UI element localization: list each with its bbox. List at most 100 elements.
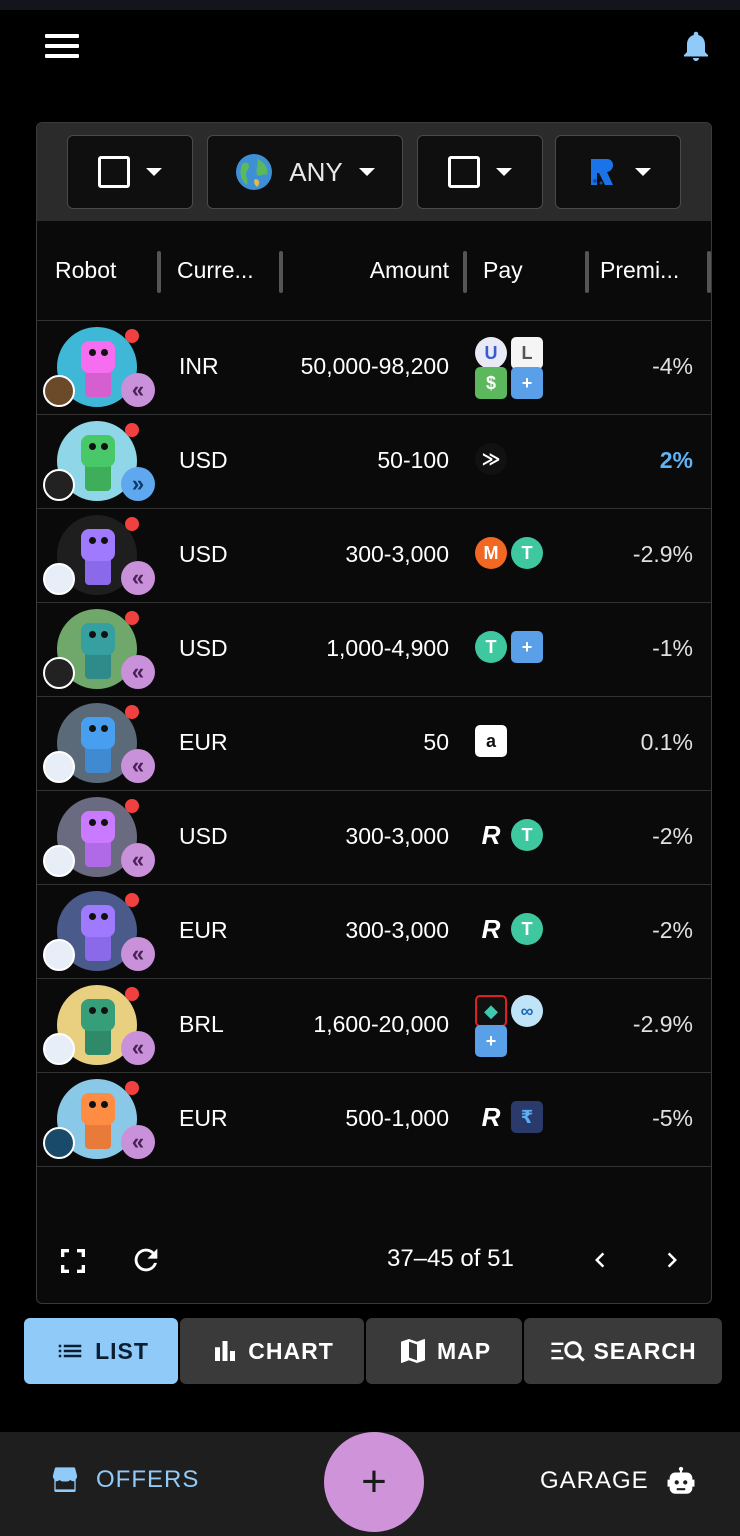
tab-list[interactable]: LIST [24,1318,178,1384]
column-header-amount[interactable]: Amount [369,257,449,283]
row-currency: EUR [179,1105,228,1131]
nav-garage[interactable]: GARAGE [540,1464,699,1498]
column-separator[interactable] [585,251,589,293]
row-payment-methods: T + [475,631,565,695]
row-premium: -5% [652,1105,693,1131]
tether-icon: T [511,913,543,945]
sell-direction-icon: « [121,843,155,877]
upi-icon: U [475,337,507,369]
table-row[interactable]: » USD 50-100 ≫ 2% [37,415,711,509]
table-row[interactable]: « EUR 50 a 0.1% [37,697,711,791]
coordinator-badge-icon [43,563,75,595]
row-amount: 300-3,000 [345,541,449,567]
table-row[interactable]: « USD 1,000-4,900 T + -1% [37,603,711,697]
column-separator[interactable] [707,251,711,293]
row-currency: BRL [179,1011,224,1037]
more-methods-icon: + [475,1025,507,1057]
robot-avatar: » [43,419,155,505]
sell-direction-icon: « [121,655,155,689]
row-currency: USD [179,635,228,661]
top-edge [0,0,740,10]
column-header-premium[interactable]: Premi... [600,257,680,283]
table-footer: 37–45 of 51 [37,1215,711,1303]
row-amount: 1,600-20,000 [313,1011,449,1037]
robot-avatar: « [43,325,155,411]
tab-map-label: MAP [436,1337,492,1364]
tab-chart[interactable]: CHART [180,1318,364,1384]
nav-garage-label: GARAGE [540,1467,649,1494]
robot-avatar: « [43,1077,155,1163]
bell-icon[interactable] [678,26,714,66]
status-dot [125,1081,139,1095]
coordinator-filter-select[interactable] [555,135,681,209]
row-currency: USD [179,447,228,473]
checkbox-square-icon [448,156,480,188]
status-dot [125,517,139,531]
chevron-down-icon [146,168,162,176]
currency-filter-select[interactable]: ANY [207,135,403,209]
sell-direction-icon: « [121,373,155,407]
row-currency: USD [179,541,228,567]
bar-chart-icon [215,1341,236,1361]
table-row[interactable]: « EUR 500-1,000 R ₹ -5% [37,1073,711,1167]
row-currency: EUR [179,729,228,755]
coordinator-badge-icon [43,939,75,971]
robot-avatar: « [43,513,155,599]
row-payment-methods: ≫ [475,443,565,507]
table-row[interactable]: « INR 50,000-98,200 U L $ + -4% [37,321,711,415]
coordinator-badge-icon [43,657,75,689]
row-amount: 50-100 [377,447,449,473]
column-separator[interactable] [463,251,467,293]
robot-avatar: « [43,607,155,693]
type-filter-select[interactable] [67,135,193,209]
revolut-icon: R [481,819,501,850]
row-premium: 2% [659,447,693,473]
row-premium: 0.1% [640,729,693,755]
fab-plus-label: + [361,1457,387,1506]
payment-filter-select[interactable] [417,135,543,209]
row-amount: 1,000-4,900 [326,635,449,661]
column-separator[interactable] [279,251,283,293]
revolut-icon: R [481,913,501,944]
chevron-down-icon [358,168,375,176]
row-amount: 50 [423,729,449,755]
bizum-icon: ₹ [511,1101,543,1133]
more-methods-icon: + [511,367,543,399]
row-premium: -2% [652,917,693,943]
robot-avatar-image [57,327,137,407]
nav-offers[interactable]: OFFERS [48,1464,199,1496]
robosats-logo-icon [591,159,613,185]
row-payment-methods: ◆ ∞ + [475,995,565,1071]
tether-icon: T [511,819,543,851]
column-header-currency[interactable]: Curre... [177,257,254,283]
row-premium: -2.9% [632,541,693,567]
row-currency: INR [179,353,219,379]
column-separator[interactable] [157,251,161,293]
cash-icon: $ [475,367,507,399]
row-premium: -1% [652,635,693,661]
coordinator-badge-icon [43,469,75,501]
chevron-left-icon[interactable] [585,1245,615,1275]
view-tabs: LIST CHART MAP SEARCH [24,1318,722,1384]
robot-avatar: « [43,701,155,787]
refresh-icon[interactable] [129,1243,163,1277]
tab-map[interactable]: MAP [366,1318,522,1384]
fullscreen-icon[interactable] [57,1245,89,1277]
coordinator-badge-icon [43,751,75,783]
table-row[interactable]: « BRL 1,600-20,000 ◆ ∞ + -2.9% [37,979,711,1073]
robot-avatar: « [43,889,155,975]
hamburger-menu-icon[interactable] [40,26,84,66]
column-header-pay[interactable]: Pay [483,257,523,283]
row-amount: 500-1,000 [345,1105,449,1131]
column-header-robot[interactable]: Robot [55,257,117,283]
row-currency: USD [179,823,228,849]
chevron-right-icon[interactable] [657,1245,687,1275]
create-offer-fab[interactable]: + [324,1432,424,1532]
row-amount: 300-3,000 [345,823,449,849]
sell-direction-icon: « [121,561,155,595]
tab-search[interactable]: SEARCH [524,1318,722,1384]
